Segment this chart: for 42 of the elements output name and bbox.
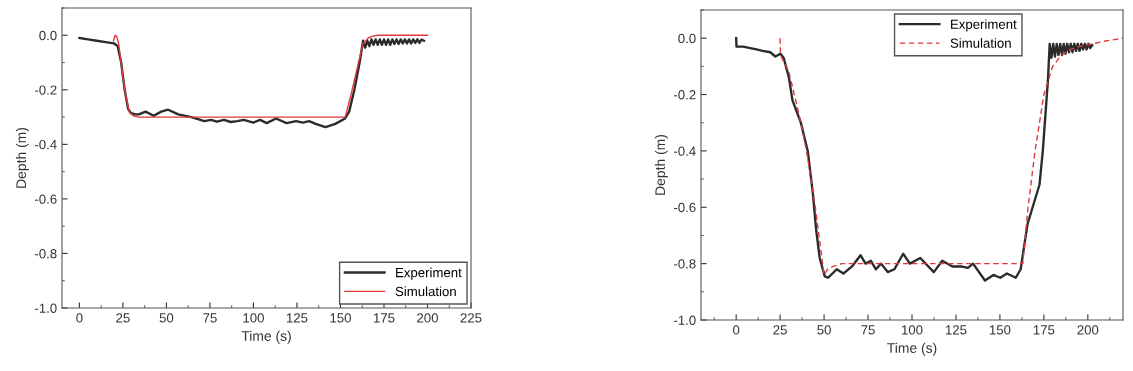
x-tick-label: 200 (1077, 325, 1099, 335)
x-tick-label: 0 (733, 325, 740, 335)
x-tick-label: 50 (159, 313, 174, 323)
line-series (78, 36, 426, 129)
x-tick-label: 225 (460, 313, 482, 323)
x-tick-label: 75 (203, 313, 217, 323)
x-tick-label: 175 (373, 313, 395, 323)
legend-label: Simulation (950, 38, 1011, 48)
x-tick-label: 25 (116, 313, 130, 323)
y-tick-label: -0.4 (34, 139, 57, 150)
x-tick-label: 0 (76, 313, 83, 323)
y-tick-label: -0.2 (34, 85, 57, 95)
y-tick-label: -0.4 (673, 146, 696, 156)
y-axis-title: Depth (m) (654, 134, 668, 195)
y-tick-label: -1.0 (34, 303, 57, 313)
x-axis-title: Time (s) (887, 342, 937, 356)
x-tick-label: 150 (330, 313, 351, 323)
x-tick-label: 25 (773, 325, 787, 335)
line-series (112, 34, 429, 118)
y-tick-label: -0.8 (673, 259, 696, 269)
y-tick-label: -0.6 (673, 202, 696, 213)
y-tick-label: -0.8 (34, 249, 57, 259)
y-tick-label: -0.6 (34, 194, 57, 204)
x-axis-title: Time (s) (241, 330, 291, 344)
legend-label: Experiment (951, 19, 1017, 32)
x-tick-label: 125 (945, 325, 967, 335)
x-tick-label: 100 (902, 325, 923, 335)
x-tick-label: 175 (1033, 325, 1055, 335)
x-tick-label: 100 (243, 313, 264, 323)
x-tick-label: 150 (989, 325, 1011, 335)
y-tick-label: 0.0 (678, 33, 696, 44)
y-tick-label: -1.0 (673, 315, 696, 325)
legend-label: Experiment (396, 267, 462, 280)
y-tick-label: -0.2 (673, 90, 696, 100)
x-tick-label: 50 (817, 325, 831, 335)
x-tick-label: 75 (861, 325, 875, 335)
line-series (734, 37, 1094, 282)
legend-label: Simulation (395, 286, 456, 297)
y-tick-label: 0.0 (39, 30, 57, 41)
x-tick-label: 200 (417, 313, 438, 323)
y-axis-title: Depth (m) (15, 127, 29, 188)
x-tick-label: 125 (286, 313, 308, 323)
